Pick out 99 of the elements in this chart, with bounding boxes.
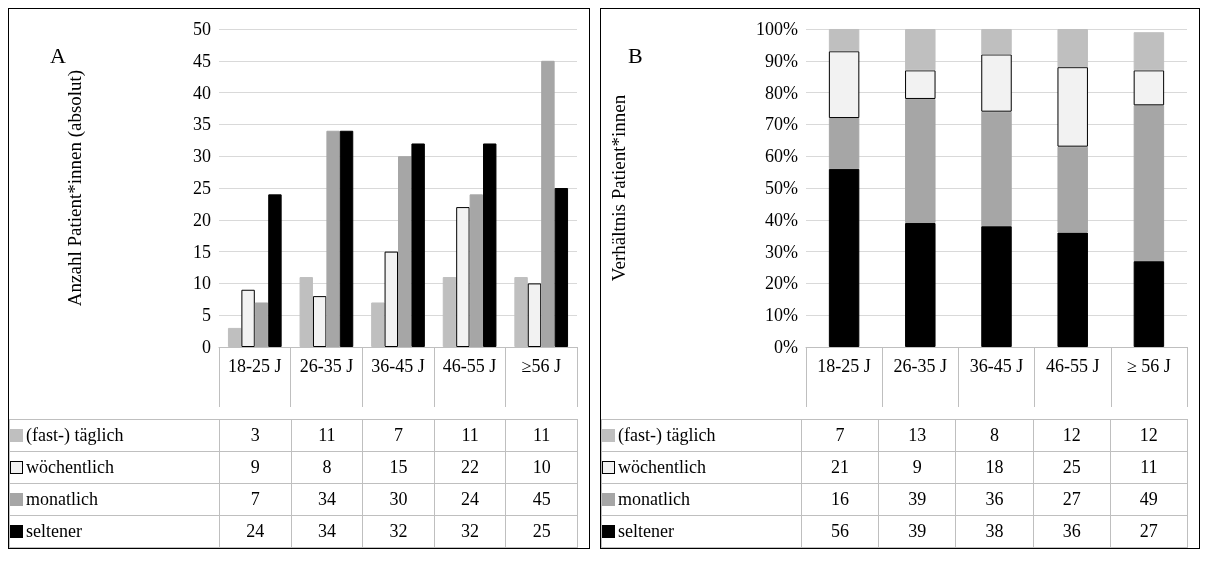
legend-label: monatlich <box>26 489 98 509</box>
y-axis-title: Verhältnis Patient*innen <box>608 94 629 282</box>
data-label: 10 <box>505 451 578 484</box>
x-tick-label: ≥56 J <box>521 356 561 376</box>
data-label: 12 <box>1110 419 1188 452</box>
data-label: 25 <box>1033 451 1111 484</box>
data-label: 25 <box>505 515 578 548</box>
data-label: 30 <box>362 483 435 516</box>
data-label: 34 <box>291 483 363 516</box>
x-tick-label: 18-25 J <box>228 356 282 376</box>
legend-label: wöchentlich <box>618 457 706 477</box>
y-tick-label: 40% <box>765 209 798 230</box>
bar <box>554 188 569 347</box>
y-tick-label: 50 <box>193 19 211 39</box>
data-label: 9 <box>878 451 956 484</box>
bar <box>541 60 555 347</box>
legend-label: wöchentlich <box>26 457 114 477</box>
x-tick-label: 18-25 J <box>817 356 871 376</box>
legend-label: (fast-) täglich <box>26 425 124 445</box>
bar <box>411 143 425 347</box>
data-label: 34 <box>291 515 363 548</box>
data-label: 3 <box>219 419 292 452</box>
data-label: 7 <box>801 419 879 452</box>
y-tick-label: 30 <box>193 146 211 167</box>
data-label: 7 <box>362 419 435 452</box>
bar <box>456 207 470 347</box>
y-tick-label: 15 <box>193 241 211 262</box>
y-tick-label: 5 <box>202 305 211 326</box>
y-tick-label: 0 <box>202 337 211 357</box>
data-label: 24 <box>219 515 292 548</box>
x-tick-label: 36-45 J <box>969 356 1024 376</box>
data-label: 39 <box>878 515 956 548</box>
bar <box>254 302 269 347</box>
data-label: 16 <box>801 483 879 516</box>
x-tick-label: 36-45 J <box>371 356 425 376</box>
bar <box>326 130 340 347</box>
y-tick-label: 80% <box>765 82 798 103</box>
bar <box>384 251 398 347</box>
bar <box>339 130 354 347</box>
data-label: 27 <box>1033 483 1111 516</box>
x-tick-label: 46-55 J <box>1045 356 1100 376</box>
data-label: 11 <box>434 419 506 452</box>
data-label: 9 <box>219 451 292 484</box>
y-tick-label: 70% <box>765 114 798 135</box>
data-label: 36 <box>1033 515 1111 548</box>
data-label: 15 <box>362 451 435 484</box>
bar <box>268 194 282 347</box>
data-label: 39 <box>878 483 956 516</box>
x-tick-label: ≥ 56 J <box>1126 356 1171 376</box>
data-label: 21 <box>801 451 879 484</box>
data-label: 11 <box>505 419 578 452</box>
text: A <box>50 42 66 68</box>
data-label: 27 <box>1110 515 1188 548</box>
legend-label: seltener <box>618 521 674 541</box>
data-label: 45 <box>505 483 578 516</box>
bar <box>527 283 542 347</box>
data-label: 36 <box>955 483 1034 516</box>
data-label: 32 <box>362 515 435 548</box>
y-tick-label: 0% <box>774 337 798 357</box>
y-tick-label: 10 <box>193 273 211 294</box>
data-label: 56 <box>801 515 879 548</box>
data-label: 7 <box>219 483 292 516</box>
x-tick-label: 26-35 J <box>893 356 948 376</box>
y-tick-label: 35 <box>193 114 211 135</box>
data-label: 11 <box>291 419 363 452</box>
data-label: 32 <box>434 515 506 548</box>
y-tick-label: 50% <box>765 178 798 198</box>
data-label: 22 <box>434 451 506 484</box>
y-tick-label: 20 <box>193 209 211 230</box>
x-tick-label: 46-55 J <box>442 356 497 376</box>
text: B <box>628 42 643 68</box>
y-tick-label: 25 <box>193 178 211 198</box>
y-tick-label: 30% <box>765 241 798 262</box>
bar <box>469 194 484 347</box>
data-label: 18 <box>955 451 1034 484</box>
data-label: 11 <box>1110 451 1188 484</box>
y-tick-label: 100% <box>756 19 798 39</box>
data-label: 49 <box>1110 483 1188 516</box>
data-label: 24 <box>434 483 506 516</box>
legend-label: monatlich <box>618 489 690 509</box>
y-tick-label: 10% <box>765 305 798 326</box>
y-tick-label: 60% <box>765 146 798 167</box>
bar <box>312 296 327 347</box>
bar <box>483 143 497 347</box>
y-axis-title: Anzahl Patient*innen (absolut) <box>64 69 86 307</box>
data-label: 8 <box>291 451 363 484</box>
bar <box>398 156 412 347</box>
x-tick-label: 26-35 J <box>299 356 354 376</box>
y-tick-label: 90% <box>765 50 798 71</box>
bar <box>241 289 255 347</box>
legend-label: seltener <box>26 521 82 541</box>
data-label: 8 <box>955 419 1034 452</box>
data-label: 38 <box>955 515 1034 548</box>
data-label: 12 <box>1033 419 1111 452</box>
data-label: 13 <box>878 419 956 452</box>
y-tick-label: 45 <box>193 50 211 71</box>
legend-label: (fast-) täglich <box>618 425 716 445</box>
y-tick-label: 40 <box>193 82 211 103</box>
y-tick-label: 20% <box>765 273 798 294</box>
